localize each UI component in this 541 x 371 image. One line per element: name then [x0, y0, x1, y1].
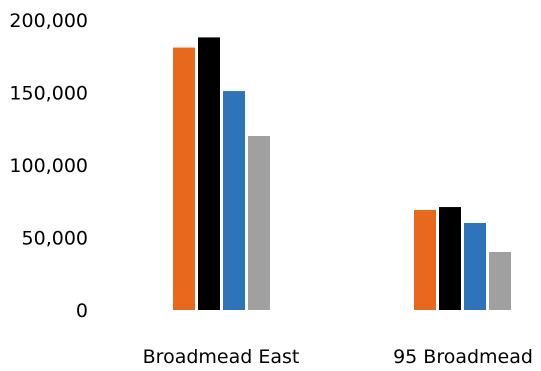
- bar: [464, 223, 486, 310]
- bar: [414, 209, 436, 310]
- y-tick-label: 50,000: [22, 228, 88, 250]
- bar: [173, 47, 195, 311]
- bar-series: [173, 37, 511, 311]
- category-label: Broadmead East: [143, 346, 300, 368]
- category-labels: Broadmead East 95 Broadmead: [143, 346, 533, 368]
- bar: [198, 37, 220, 311]
- y-tick-label: 100,000: [9, 155, 88, 177]
- bar: [248, 136, 270, 310]
- y-tick-label: 150,000: [9, 83, 88, 105]
- bar: [489, 252, 511, 310]
- y-axis-tick-labels: 0 50,000 100,000 150,000 200,000: [9, 10, 88, 322]
- y-tick-label: 200,000: [9, 10, 88, 32]
- category-label: 95 Broadmead: [393, 346, 533, 368]
- bar: [439, 207, 461, 310]
- y-tick-label: 0: [76, 300, 88, 322]
- bar: [223, 91, 245, 310]
